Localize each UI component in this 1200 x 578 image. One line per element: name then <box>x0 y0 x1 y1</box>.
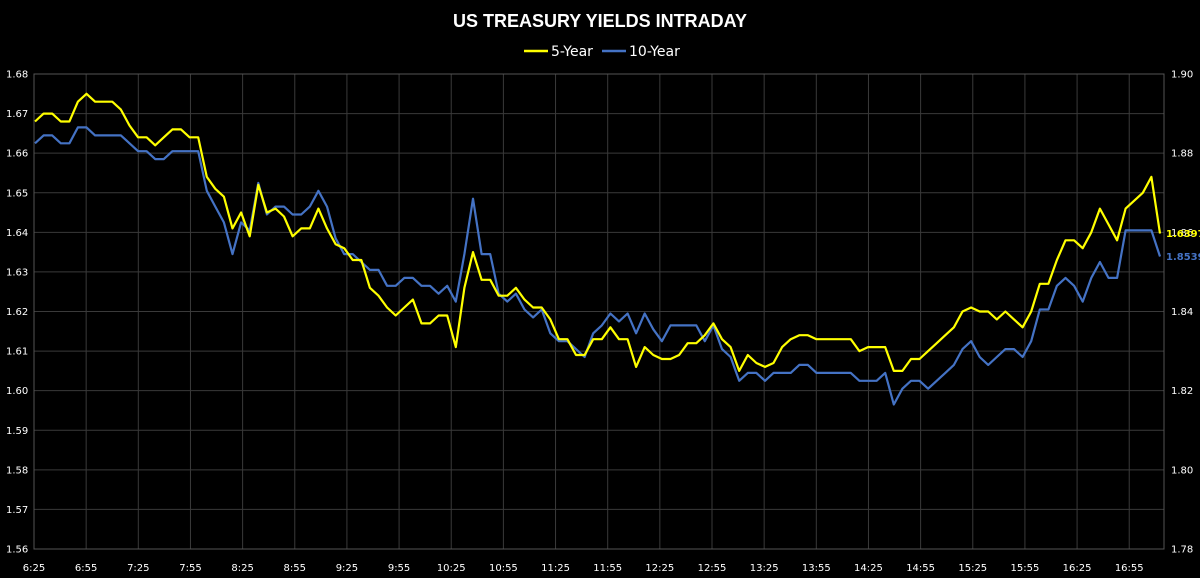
x-tick-label: 8:55 <box>284 563 306 574</box>
x-tick-label: 9:25 <box>336 563 358 574</box>
left-tick-label: 1.60 <box>6 386 28 397</box>
left-tick-label: 1.67 <box>6 109 28 120</box>
series-line-10-year <box>34 126 1162 406</box>
x-tick-label: 15:55 <box>1011 563 1040 574</box>
left-tick-label: 1.63 <box>6 267 28 278</box>
left-tick-label: 1.61 <box>6 347 28 358</box>
x-tick-label: 12:25 <box>645 563 674 574</box>
chart-title: US TREASURY YIELDS INTRADAY <box>453 11 747 31</box>
x-tick-label: 6:55 <box>75 563 97 574</box>
end-value-label-10-year: 1.8539 <box>1166 252 1200 263</box>
left-tick-label: 1.59 <box>6 426 28 437</box>
right-tick-label: 1.86 <box>1171 228 1193 239</box>
series-layer <box>34 92 1162 406</box>
left-tick-label: 1.62 <box>6 307 28 318</box>
x-tick-label: 7:25 <box>127 563 149 574</box>
end-labels: 1.8539 1.6397 <box>1166 229 1200 263</box>
left-axis: 1.56 1.57 1.58 1.59 1.60 1.61 1.62 1.63 1.64 1.65… <box>6 70 28 556</box>
right-axis: 1.78 1.80 1.82 1.84 1.86 1.88 1.90 <box>1171 70 1193 556</box>
x-tick-label: 11:55 <box>593 563 622 574</box>
x-tick-label: 11:25 <box>541 563 570 574</box>
legend: 5-Year 10-Year <box>524 44 680 60</box>
right-tick-label: 1.90 <box>1171 70 1193 81</box>
right-tick-label: 1.78 <box>1171 545 1193 556</box>
x-tick-label: 9:55 <box>388 563 410 574</box>
legend-label-5-year: 5-Year <box>551 44 593 60</box>
x-tick-label: 6:25 <box>23 563 45 574</box>
legend-label-10-year: 10-Year <box>629 44 680 60</box>
x-tick-label: 15:25 <box>958 563 987 574</box>
x-tick-label: 14:25 <box>854 563 883 574</box>
left-tick-label: 1.66 <box>6 149 28 160</box>
x-tick-label: 10:25 <box>437 563 466 574</box>
x-tick-label: 16:55 <box>1115 563 1144 574</box>
x-tick-label: 10:55 <box>489 563 518 574</box>
end-value-label-5-year: 1.6397 <box>1166 229 1200 240</box>
left-tick-label: 1.65 <box>6 188 28 199</box>
x-tick-label: 16:25 <box>1063 563 1092 574</box>
left-tick-label: 1.64 <box>6 228 28 239</box>
series-line-5-year <box>34 92 1162 372</box>
right-tick-label: 1.80 <box>1171 465 1193 476</box>
x-tick-label: 13:25 <box>750 563 779 574</box>
left-tick-label: 1.56 <box>6 545 28 556</box>
x-tick-label: 12:55 <box>698 563 727 574</box>
right-tick-label: 1.88 <box>1171 149 1193 160</box>
x-tick-label: 8:25 <box>231 563 253 574</box>
x-tick-label: 14:55 <box>906 563 935 574</box>
right-tick-label: 1.84 <box>1171 307 1193 318</box>
left-tick-label: 1.57 <box>6 505 28 516</box>
right-tick-label: 1.82 <box>1171 386 1193 397</box>
left-tick-label: 1.58 <box>6 465 28 476</box>
x-tick-label: 7:55 <box>179 563 201 574</box>
x-tick-label: 13:55 <box>802 563 831 574</box>
left-tick-label: 1.68 <box>6 70 28 81</box>
plot-area-frame <box>33 73 1165 550</box>
x-axis: 6:25 6:55 7:25 7:55 8:25 8:55 9:25 9:55 10:25 10:… <box>23 563 1144 574</box>
